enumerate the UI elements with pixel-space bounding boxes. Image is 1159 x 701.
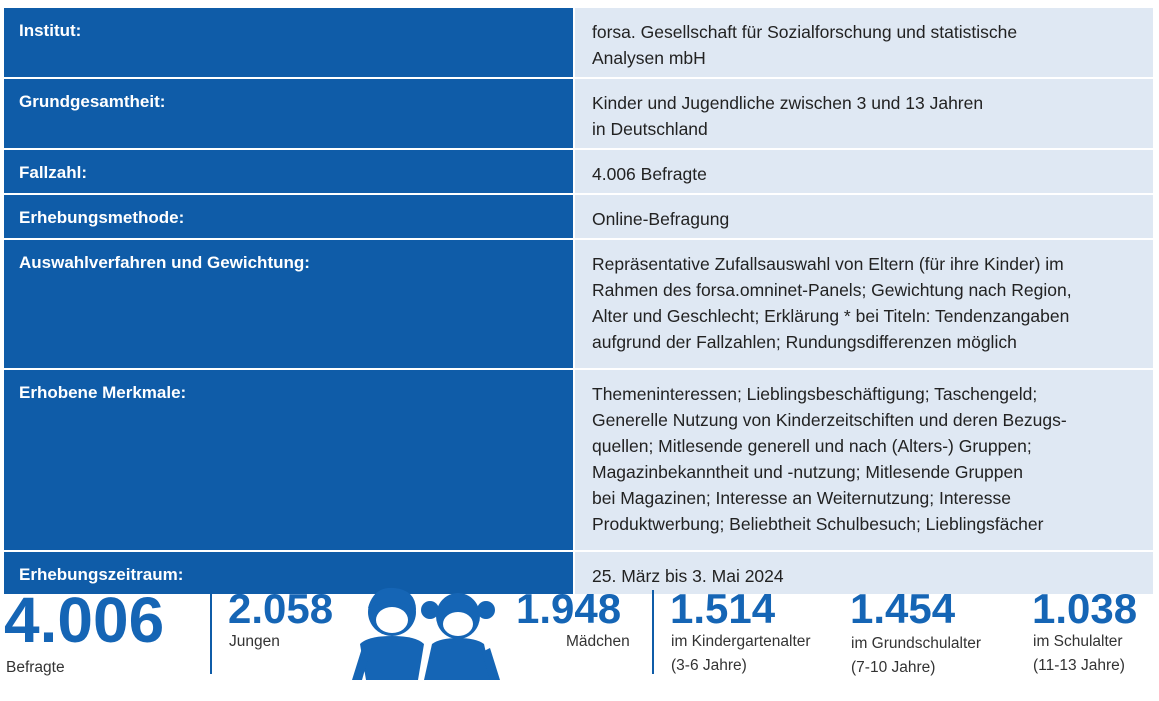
primary-label: im Grundschulalter (7-10 Jahre) <box>851 635 982 676</box>
row-value: Repräsentative Zufallsauswahl von Eltern… <box>575 240 1153 368</box>
row-value: Online-Befragung <box>575 195 1153 238</box>
table-row: Institut: forsa. Gesellschaft für Sozial… <box>4 8 1153 79</box>
kindergarten-count: 1.514 <box>670 585 776 632</box>
row-label: Fallzahl: <box>4 150 575 193</box>
school-count: 1.038 <box>1032 585 1138 632</box>
row-label: Erhebungszeitraum: <box>4 552 575 594</box>
row-label: Institut: <box>4 8 575 77</box>
table-row: Erhebungszeitraum: 25. März bis 3. Mai 2… <box>4 552 1153 594</box>
boys-label: Jungen <box>229 633 280 650</box>
table-row: Erhebungsmethode: Online-Befragung <box>4 195 1153 240</box>
row-label: Erhobene Merkmale: <box>4 370 575 550</box>
study-info-table: Institut: forsa. Gesellschaft für Sozial… <box>4 8 1153 594</box>
row-value: 4.006 Befragte <box>575 150 1153 193</box>
boy-and-girl-icon <box>352 587 500 680</box>
boys-count: 2.058 <box>228 585 334 632</box>
row-value: forsa. Gesellschaft für Sozialforschung … <box>575 8 1153 77</box>
row-label: Erhebungsmethode: <box>4 195 575 238</box>
school-label: im Schulalter (11-13 Jahre) <box>1033 633 1125 674</box>
row-label: Auswahlverfahren und Gewichtung: <box>4 240 575 368</box>
divider <box>210 590 212 674</box>
table-row: Fallzahl: 4.006 Befragte <box>4 150 1153 195</box>
primary-count: 1.454 <box>850 585 956 632</box>
row-value: Themeninteressen; Lieblingsbeschäftigung… <box>575 370 1153 550</box>
total-count: 4.006 <box>4 584 165 656</box>
row-label: Grundgesamtheit: <box>4 79 575 148</box>
stats-strip: 4.006 Befragte 2.058 Jungen 1.948 Mädche… <box>0 582 1159 701</box>
kindergarten-label: im Kindergartenalter (3-6 Jahre) <box>671 633 811 674</box>
row-value: Kinder und Jugendliche zwischen 3 und 13… <box>575 79 1153 148</box>
table-row: Erhobene Merkmale: Themeninteressen; Lie… <box>4 370 1153 552</box>
row-value: 25. März bis 3. Mai 2024 <box>575 552 1153 594</box>
total-label: Befragte <box>6 659 65 676</box>
table-row: Auswahlverfahren und Gewichtung: Repräse… <box>4 240 1153 370</box>
divider <box>652 590 654 674</box>
girls-count: 1.948 <box>516 585 622 632</box>
table-row: Grundgesamtheit: Kinder und Jugendliche … <box>4 79 1153 150</box>
girls-label: Mädchen <box>566 633 630 650</box>
